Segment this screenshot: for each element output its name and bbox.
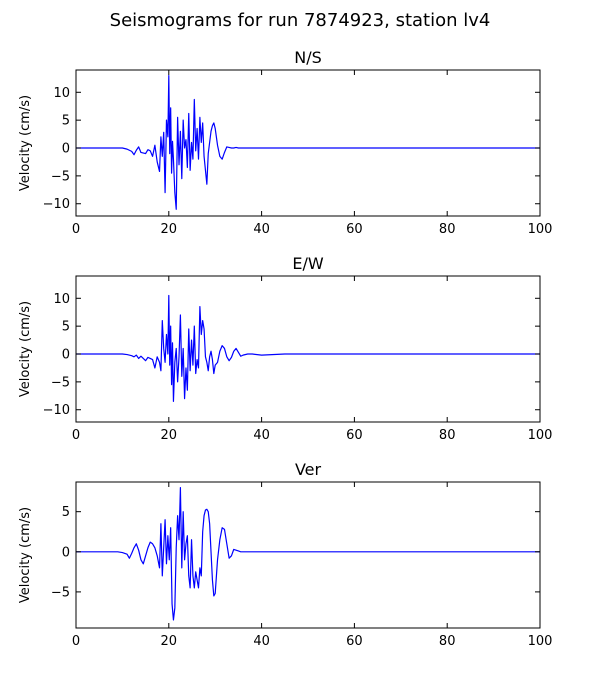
y-tick-label-ver: −5 <box>51 585 70 600</box>
series-line-ver-0 <box>76 487 540 621</box>
y-tick-label-ns: −5 <box>51 169 70 184</box>
plot-frame-ns <box>75 69 541 217</box>
plot-ver: Ver Velocity (cm/s) 0 20 40 60 80 100 −5 0 5 <box>18 460 553 649</box>
plot-ew: E/W Velocity (cm/s) 0 20 40 60 80 100 −10 −5 0 5 10 <box>18 254 553 443</box>
y-tick-label-ns: 10 <box>53 86 70 101</box>
y-tick-label-ew: 10 <box>53 292 70 307</box>
y-tick-label-ns: 5 <box>62 114 70 129</box>
x-tick-label-ns: 80 <box>439 222 456 237</box>
chart-title-ns: N/S <box>294 48 322 67</box>
x-tick-label-ver: 0 <box>72 634 80 649</box>
y-axis-label-ver: Velocity (cm/s) <box>18 507 33 603</box>
chart-title-ver: Ver <box>295 460 322 479</box>
y-tick-label-ew: −5 <box>51 375 70 390</box>
x-tick-label-ew: 100 <box>528 428 553 443</box>
plot-ns: N/S Velocity (cm/s) 0 20 40 60 80 100 −10 −5 0 5 10 <box>18 48 553 237</box>
y-tick-label-ew: −10 <box>43 403 70 418</box>
x-tick-label-ew: 80 <box>439 428 456 443</box>
y-tick-label-ew: 5 <box>62 320 70 335</box>
y-tick-label-ver: 0 <box>62 545 70 560</box>
y-axis-label-ew: Velocity (cm/s) <box>18 301 33 397</box>
plot-frame-ew <box>75 275 541 423</box>
x-tick-label-ew: 20 <box>161 428 178 443</box>
y-tick-label-ver: 5 <box>62 505 70 520</box>
chart-title-ew: E/W <box>292 254 324 273</box>
x-tick-label-ns: 0 <box>72 222 80 237</box>
x-tick-label-ew: 0 <box>72 428 80 443</box>
figure-title: Seismograms for run 7874923, station lv4 <box>109 10 491 31</box>
x-tick-label-ns: 40 <box>253 222 270 237</box>
x-tick-label-ns: 20 <box>161 222 178 237</box>
y-tick-label-ns: 0 <box>62 142 70 157</box>
y-axis-label-ns: Velocity (cm/s) <box>18 95 33 191</box>
x-tick-label-ns: 100 <box>528 222 553 237</box>
x-tick-label-ver: 80 <box>439 634 456 649</box>
series-line-ns-0 <box>76 74 540 210</box>
series-line-ew-0 <box>76 294 540 402</box>
x-tick-label-ew: 40 <box>253 428 270 443</box>
x-tick-label-ver: 20 <box>161 634 178 649</box>
y-tick-label-ew: 0 <box>62 348 70 363</box>
x-tick-label-ver: 100 <box>528 634 553 649</box>
y-tick-label-ns: −10 <box>43 197 70 212</box>
x-tick-label-ver: 60 <box>346 634 363 649</box>
x-tick-label-ew: 60 <box>346 428 363 443</box>
x-tick-label-ns: 60 <box>346 222 363 237</box>
plot-frame-ver <box>75 481 541 629</box>
x-tick-label-ver: 40 <box>253 634 270 649</box>
